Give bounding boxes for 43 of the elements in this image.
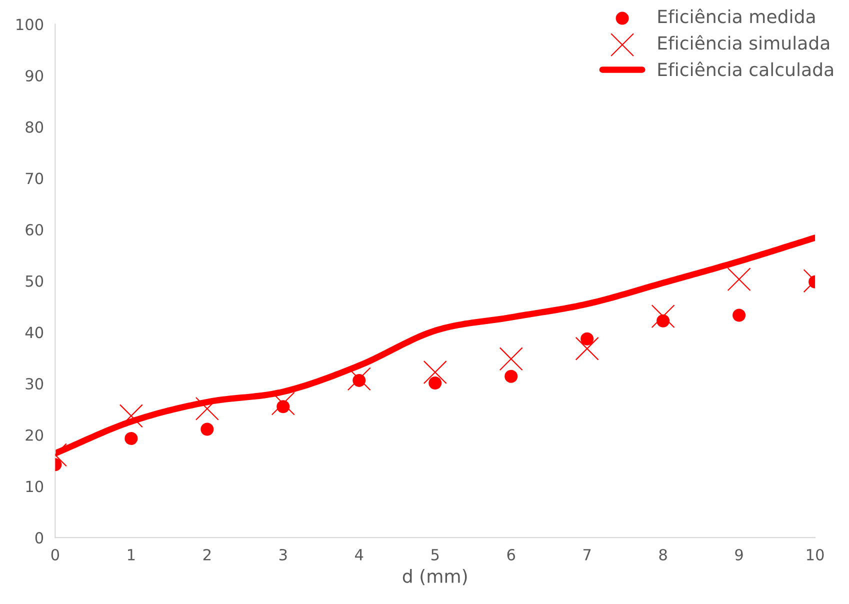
point: [423, 360, 447, 384]
y-tick-label: 80: [26, 121, 44, 133]
y-tick-label: 100: [16, 18, 44, 30]
point: [732, 308, 746, 322]
x-tick-label: 2: [203, 548, 210, 560]
y-tick-label: 40: [25, 326, 44, 338]
point: [656, 314, 670, 328]
x-tick-label: 5: [431, 549, 439, 560]
x-tick-label: 4: [355, 549, 364, 560]
y-tick-label: 60: [26, 224, 44, 236]
x-axis-title: d (mm): [402, 569, 467, 586]
point: [124, 432, 138, 445]
y-tick-label: 50: [26, 275, 44, 287]
point: [499, 347, 523, 371]
x-tick-label: 6: [507, 548, 515, 560]
x-tick-label: 7: [583, 549, 591, 560]
x-tick-label: 8: [659, 548, 667, 560]
y-tick-label: 90: [26, 70, 44, 82]
point: [276, 400, 290, 414]
point: [580, 332, 594, 346]
y-tick-label: 10: [26, 480, 44, 492]
x-tick-label: 3: [279, 548, 287, 560]
point: [271, 392, 295, 416]
x-tick-label: 0: [51, 548, 60, 560]
point: [352, 374, 366, 387]
y-tick-label: 20: [26, 429, 44, 441]
point: [504, 370, 518, 383]
point: [727, 268, 751, 292]
point: [575, 336, 599, 360]
x-tick-label: 10: [807, 548, 824, 560]
point: [119, 404, 143, 428]
legend-label: Eficiência medida: [658, 8, 815, 24]
point: [428, 376, 442, 390]
legend-label: Eficiência calculada: [658, 62, 833, 76]
y-tick-label: 70: [26, 172, 44, 184]
y-tick-label: 30: [26, 378, 44, 390]
point: [347, 367, 371, 391]
y-tick-label: 0: [35, 532, 44, 544]
point: [200, 422, 214, 436]
x-tick-label: 1: [128, 549, 135, 560]
legend-label: Eficiência simulada: [658, 35, 830, 50]
x-tick-label: 9: [735, 548, 743, 560]
point: [195, 396, 219, 420]
